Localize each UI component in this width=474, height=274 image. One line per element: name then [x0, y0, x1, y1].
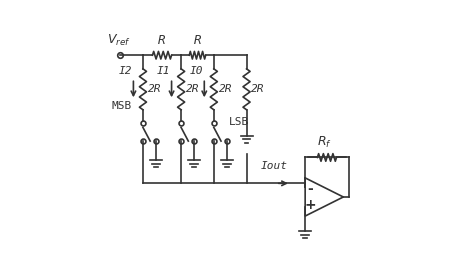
Text: 2R: 2R: [186, 84, 200, 94]
Text: I1: I1: [157, 66, 170, 76]
Text: Iout: Iout: [261, 161, 288, 171]
Text: I2: I2: [118, 66, 132, 76]
Text: LSB: LSB: [229, 117, 249, 127]
Text: 2R: 2R: [251, 84, 265, 94]
Text: R: R: [194, 34, 201, 47]
Text: 2R: 2R: [148, 84, 161, 94]
Text: MSB: MSB: [112, 101, 132, 111]
Text: $R_f$: $R_f$: [317, 135, 332, 150]
Text: -: -: [308, 182, 313, 196]
Text: 2R: 2R: [219, 84, 232, 94]
Text: +: +: [305, 198, 317, 212]
Text: R: R: [158, 34, 166, 47]
Text: $V_{ref}$: $V_{ref}$: [107, 33, 130, 48]
Text: I0: I0: [190, 66, 203, 76]
